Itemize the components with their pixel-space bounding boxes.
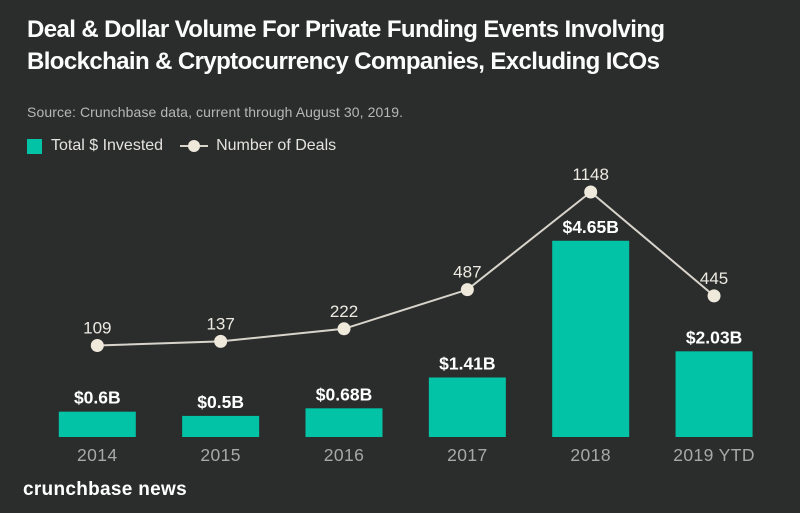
bar-value-label: $0.6B [74, 388, 121, 408]
deal-dot [707, 289, 721, 303]
chart-title-line1: Deal & Dollar Volume For Private Funding… [27, 16, 665, 43]
bar-value-label: $4.65B [562, 217, 618, 237]
bar-2014 [58, 411, 136, 437]
x-axis-label: 2015 [200, 445, 241, 465]
bar-2018 [552, 240, 630, 437]
deal-count-label: 1148 [572, 165, 609, 184]
chart-title: Deal & Dollar Volume For Private Funding… [27, 14, 665, 78]
bar-2017 [428, 377, 506, 437]
deal-count-label: 109 [83, 319, 111, 338]
bar-2015 [182, 415, 260, 437]
legend-label-total-invested: Total $ Invested [51, 137, 164, 154]
deals-line [97, 190, 715, 347]
chart-title-line2: Blockchain & Cryptocurrency Companies, E… [27, 48, 660, 75]
x-axis-label: 2016 [324, 445, 365, 465]
x-axis-label: 2017 [447, 445, 488, 465]
deal-count-label: 445 [700, 269, 728, 288]
bar-value-label: $1.41B [439, 353, 495, 373]
deal-dot [214, 334, 228, 348]
bar-2019-ytd [675, 351, 753, 437]
deal-count-label: 137 [206, 314, 234, 333]
line-dot-marker-icon [180, 140, 209, 153]
bar-value-label: $2.03B [686, 327, 742, 347]
legend-item-total-invested: Total $ Invested [27, 137, 163, 155]
deal-dot [90, 339, 104, 352]
legend: Total $ Invested Number of Deals [27, 137, 336, 155]
bar-2016 [305, 408, 383, 437]
legend-label-number-of-deals: Number of Deals [216, 137, 337, 154]
crunchbase-news-logo: crunchbase news [23, 479, 187, 500]
bar-swatch-icon [27, 138, 42, 154]
deal-dot [460, 283, 474, 297]
source-note: Source: Crunchbase data, current through… [27, 104, 404, 120]
deal-count-label: 222 [330, 302, 358, 321]
x-axis-label: 2014 [77, 445, 118, 465]
bar-value-label: $0.68B [316, 384, 372, 404]
deal-dot [337, 322, 351, 336]
legend-item-number-of-deals: Number of Deals [180, 137, 336, 155]
x-axis-label: 2019 YTD [673, 445, 755, 465]
deal-count-label: 487 [453, 263, 481, 282]
deal-dot [584, 185, 598, 199]
bar-value-label: $0.5B [197, 392, 244, 412]
x-axis-label: 2018 [570, 445, 611, 465]
